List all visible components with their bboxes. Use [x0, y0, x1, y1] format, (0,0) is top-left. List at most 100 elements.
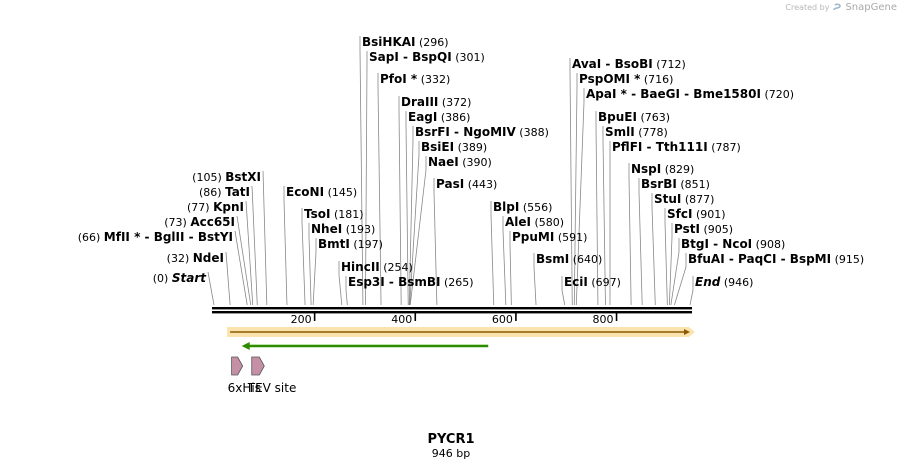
- site-line: [308, 236, 312, 306]
- site-position: (332): [421, 73, 451, 86]
- site-line: [575, 101, 585, 306]
- site-line: [595, 124, 599, 306]
- site-position: (296): [419, 36, 449, 49]
- site-label[interactable]: BsiEI (389): [421, 140, 487, 154]
- site-label[interactable]: PfoI * (332): [380, 72, 450, 86]
- site-label[interactable]: HincII (254): [341, 260, 413, 274]
- site-line: [533, 266, 537, 306]
- enzyme-name: EciI: [564, 275, 588, 289]
- site-position: (181): [334, 208, 364, 221]
- sequence-length: 946 bp: [432, 447, 470, 460]
- backbone: 200 400 600 800: [212, 307, 692, 326]
- site-label[interactable]: DraIII (372): [401, 95, 471, 109]
- site-label[interactable]: (32) NdeI: [167, 251, 224, 265]
- enzyme-name: PspOMI *: [579, 72, 641, 86]
- site-label[interactable]: (66) MfII * - BglII - BstYI: [78, 230, 233, 244]
- site-label[interactable]: Esp3I - BsmBI (265): [348, 275, 474, 289]
- enzyme-name: NspI: [631, 162, 661, 176]
- site-line: [377, 86, 382, 306]
- site-label[interactable]: (86) TatI: [199, 185, 250, 199]
- site-label[interactable]: BsrBI (851): [641, 177, 710, 191]
- enzyme-name: PpuMI: [512, 230, 554, 244]
- site-line: [638, 191, 643, 306]
- site-separator: -: [642, 140, 655, 154]
- site-label[interactable]: SfcI (901): [667, 207, 726, 221]
- site-position: (86): [199, 186, 222, 199]
- enzyme-name: BstXI: [225, 170, 261, 184]
- site-label[interactable]: AvaI - BsoBI (712): [572, 57, 686, 71]
- site-line: [409, 154, 420, 306]
- site-label[interactable]: NaeI (390): [428, 155, 492, 169]
- site-label-text: BsmI (640): [536, 252, 602, 266]
- site-label[interactable]: BmtI (197): [318, 237, 383, 251]
- site-label[interactable]: ApaI * - BaeGI - Bme1580I (720): [586, 87, 794, 101]
- enzyme-name: EcoNI: [286, 185, 324, 199]
- site-line: [225, 251, 231, 306]
- site-line: [561, 289, 566, 306]
- backbone-top-strand: [212, 307, 692, 310]
- site-label[interactable]: NheI (193): [311, 222, 375, 236]
- site-label-text: SapI - BspQI (301): [369, 50, 485, 64]
- site-line: [602, 139, 606, 306]
- site-label-text: (86) TatI: [199, 185, 250, 199]
- site-label[interactable]: PstI (905): [674, 222, 733, 236]
- site-lines: [207, 36, 694, 306]
- site-label[interactable]: EciI (697): [564, 275, 621, 289]
- snapgene-credit: Created by SnapGene: [785, 2, 897, 13]
- site-label[interactable]: SapI - BspQI (301): [369, 50, 485, 64]
- site-line: [312, 251, 317, 306]
- site-label[interactable]: BtgI - NcoI (908): [681, 237, 785, 251]
- site-label-text: BsrFI - NgoMIV (388): [415, 125, 549, 139]
- site-position: (197): [353, 238, 383, 251]
- site-label[interactable]: BlpI (556): [493, 200, 552, 214]
- site-line: [433, 191, 438, 306]
- site-label[interactable]: AleI (580): [505, 215, 564, 229]
- site-position: (829): [665, 163, 695, 176]
- tag-feature[interactable]: [231, 356, 244, 376]
- site-line: [405, 124, 409, 306]
- site-label-text: NspI (829): [631, 162, 694, 176]
- site-line: [251, 185, 258, 306]
- site-label[interactable]: PpuMI (591): [512, 230, 587, 244]
- site-line: [668, 236, 673, 306]
- site-label-text: ApaI * - BaeGI - Bme1580I (720): [586, 87, 794, 101]
- site-position: (193): [346, 223, 376, 236]
- site-separator: -: [385, 275, 398, 289]
- enzyme-name: NaeI: [428, 155, 459, 169]
- site-separator: -: [776, 252, 789, 266]
- site-position: (105): [192, 171, 222, 184]
- site-label[interactable]: (105) BstXI: [192, 170, 261, 184]
- site-label[interactable]: (0) Start: [153, 271, 207, 285]
- site-label[interactable]: StuI (877): [654, 192, 714, 206]
- enzyme-name: BsrBI: [641, 177, 677, 191]
- site-label[interactable]: EagI (386): [408, 110, 470, 124]
- tag-feature[interactable]: [251, 356, 265, 376]
- site-label[interactable]: PasI (443): [436, 177, 497, 191]
- site-position: (915): [835, 253, 865, 266]
- site-label[interactable]: PspOMI * (716): [579, 72, 673, 86]
- enzyme-name: SmlI: [605, 125, 635, 139]
- site-label[interactable]: EcoNI (145): [286, 185, 357, 199]
- site-label[interactable]: (77) KpnI: [187, 200, 244, 214]
- enzyme-name: PflFI: [612, 140, 642, 154]
- site-label[interactable]: BsrFI - NgoMIV (388): [415, 125, 549, 139]
- site-label[interactable]: SmlI (778): [605, 125, 668, 139]
- enzyme-name: Tth111I: [656, 140, 708, 154]
- site-label-text: (66) MfII * - BglII - BstYI: [78, 230, 233, 244]
- site-label[interactable]: (73) Acc65I: [164, 215, 235, 229]
- site-label[interactable]: BfuAI - PaqCI - BspMI (915): [688, 252, 864, 266]
- site-label[interactable]: BsiHKAI (296): [362, 35, 449, 49]
- site-label[interactable]: BsmI (640): [536, 252, 602, 266]
- site-position: (787): [711, 141, 741, 154]
- site-line: [490, 214, 495, 306]
- site-label[interactable]: TsoI (181): [304, 207, 364, 221]
- site-label[interactable]: PflFI - Tth111I (787): [612, 140, 741, 154]
- site-label[interactable]: End (946): [695, 275, 753, 289]
- site-line: [338, 274, 343, 306]
- site-label[interactable]: BpuEI (763): [598, 110, 670, 124]
- site-label-text: BlpI (556): [493, 200, 552, 214]
- site-label[interactable]: NspI (829): [631, 162, 694, 176]
- site-position: (905): [703, 223, 733, 236]
- enzyme-name: AleI: [505, 215, 531, 229]
- enzyme-name: HincII: [341, 260, 380, 274]
